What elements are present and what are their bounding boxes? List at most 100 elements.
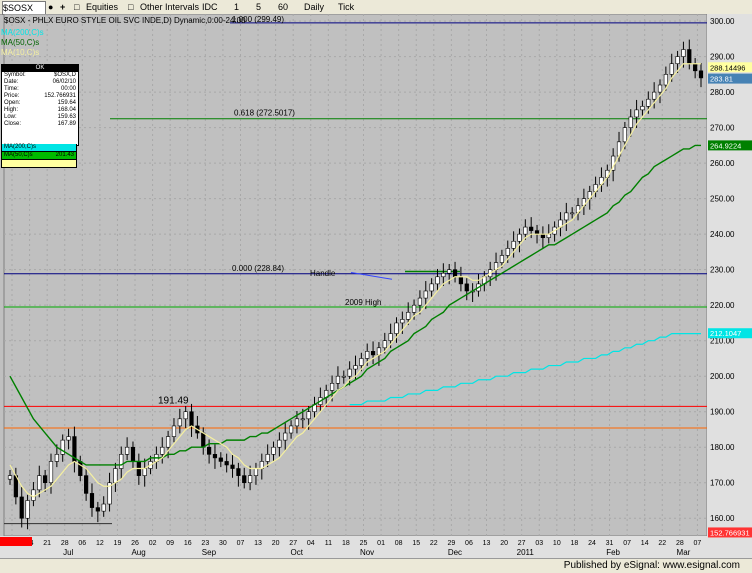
interval-60[interactable]: 60 xyxy=(278,2,289,12)
candle-body xyxy=(628,116,633,128)
y-tick-label: 280.00 xyxy=(710,88,735,97)
horizontal-level-label: 191.49 xyxy=(158,395,189,406)
candle-body xyxy=(359,358,364,366)
legend-ma10: MA(10,C)s xyxy=(1,48,40,57)
candle-body xyxy=(417,297,423,306)
candle-body xyxy=(66,436,71,441)
price-chart[interactable]: 160.00170.00180.00190.00200.00210.00220.… xyxy=(0,13,752,558)
x-month-label: Dec xyxy=(448,548,462,557)
x-month-label: Mar xyxy=(677,548,691,557)
x-tick-label: 04 xyxy=(307,540,315,547)
interval-idc[interactable]: IDC xyxy=(202,2,218,12)
interval-tick[interactable]: Tick xyxy=(338,2,355,12)
y-tick-label: 180.00 xyxy=(710,443,735,452)
date-axis xyxy=(0,536,752,558)
data-window-key: Open: xyxy=(4,100,21,106)
candle-body xyxy=(294,418,300,427)
x-tick-label: 13 xyxy=(254,540,262,547)
candle-body xyxy=(341,375,346,378)
dw-ma200-label: MA(200,C)s xyxy=(4,144,37,150)
horizontal-level-label: 1.000 (299.49) xyxy=(232,15,284,24)
ma10-flag-box xyxy=(708,62,752,73)
ma200-flag-box xyxy=(708,328,752,339)
x-month-label: Aug xyxy=(131,548,145,557)
y-tick-label: 170.00 xyxy=(710,479,735,488)
candle-body xyxy=(89,493,95,508)
data-window-key: Low: xyxy=(4,114,17,120)
other-intervals-menu[interactable]: Other Intervals xyxy=(140,2,200,12)
data-window-row: Symbol: $OSX,D xyxy=(2,72,78,79)
x-tick-label: 07 xyxy=(237,540,245,547)
candle-body xyxy=(441,272,446,278)
candle-body xyxy=(458,276,464,285)
x-tick-label: 29 xyxy=(447,540,455,547)
x-tick-label: 20 xyxy=(272,540,280,547)
candle-body xyxy=(447,269,452,274)
candle-body xyxy=(54,454,59,462)
candle-body xyxy=(247,475,253,484)
candle-body xyxy=(347,368,352,377)
data-window-value: 159.64 xyxy=(57,100,76,106)
interval-1[interactable]: 1 xyxy=(234,2,240,12)
data-window-value: 00:00 xyxy=(60,86,76,92)
dw-ma50-row: MA(50,C)s 201.43 xyxy=(1,152,77,160)
candle-body xyxy=(288,425,294,434)
y-tick-label: 290.00 xyxy=(710,53,735,62)
price-marker-box xyxy=(708,527,752,538)
ma50-flag-box xyxy=(708,140,752,151)
candle-body xyxy=(277,439,282,448)
candle-body xyxy=(60,439,65,455)
x-month-label: Feb xyxy=(606,548,620,557)
candle-body xyxy=(25,500,30,519)
candle-body xyxy=(7,475,13,480)
interval-5[interactable]: 5 xyxy=(256,2,262,12)
x-tick-label: 26 xyxy=(131,540,139,547)
candle-body xyxy=(212,454,218,459)
published-label: Published by eSignal: www.esignal.com xyxy=(563,560,740,571)
candle-body xyxy=(177,418,182,427)
candle-body xyxy=(119,454,124,469)
add-icon[interactable]: + xyxy=(60,2,66,12)
data-window-row: Price: 152.766931 xyxy=(2,93,78,100)
chart-frame: 160.00 170.00 180.00 190.00 200.00 210.00 220.… xyxy=(0,13,752,558)
candle-body xyxy=(382,340,387,349)
candle-body xyxy=(107,482,112,505)
candle-body xyxy=(669,63,674,75)
x-tick-label: 18 xyxy=(342,540,350,547)
candle-body xyxy=(505,248,510,256)
candle-body xyxy=(101,503,106,512)
y-tick-label: 270.00 xyxy=(710,124,735,133)
symbol-field[interactable]: $SOSX xyxy=(2,1,46,15)
candle-body xyxy=(570,212,575,215)
candle-body xyxy=(84,475,89,494)
x-tick-label: 08 xyxy=(395,540,403,547)
y-tick-label: 200.00 xyxy=(710,372,735,381)
data-window-row: Open: 159.64 xyxy=(2,100,78,107)
lock-icon[interactable]: ● xyxy=(48,2,54,12)
price-marker-label: 152.766931 xyxy=(710,528,750,537)
candle-body xyxy=(43,475,48,484)
y-tick-label: 160.00 xyxy=(710,514,735,523)
date-marker xyxy=(0,537,32,546)
interval-daily[interactable]: Daily xyxy=(304,2,325,12)
folder-icon: □ xyxy=(74,2,80,12)
x-tick-label: 13 xyxy=(483,540,491,547)
candle-body xyxy=(394,322,399,334)
candle-body xyxy=(283,432,288,441)
candle-body xyxy=(300,418,305,421)
x-month-label: Jul xyxy=(63,548,73,557)
candle-body xyxy=(622,127,627,143)
candle-body xyxy=(207,446,212,455)
candle-body xyxy=(37,475,42,491)
equities-menu[interactable]: Equities xyxy=(86,2,119,12)
candle-body xyxy=(634,109,639,118)
x-tick-label: 23 xyxy=(201,540,209,547)
candle-body xyxy=(435,276,440,285)
candle-body xyxy=(236,468,241,476)
candle-body xyxy=(675,56,680,65)
candle-body xyxy=(698,70,704,79)
x-tick-label: 06 xyxy=(465,540,473,547)
folder-icon: □ xyxy=(128,2,134,12)
x-tick-label: 10 xyxy=(553,540,561,547)
candle-body xyxy=(160,446,165,455)
